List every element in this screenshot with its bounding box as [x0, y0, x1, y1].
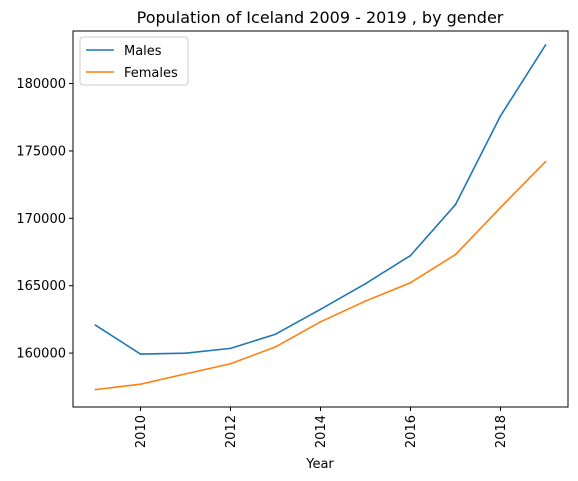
data-point-females	[184, 372, 187, 375]
x-axis-label: Year	[305, 457, 334, 472]
data-point-males	[184, 352, 187, 355]
data-point-males	[499, 115, 502, 117]
legend-label-females: Females	[124, 66, 178, 81]
data-point-females	[499, 206, 502, 209]
y-tick-label: 165000	[16, 279, 66, 294]
plot-frame	[72, 30, 569, 408]
data-point-males	[274, 333, 277, 336]
plot-lines	[94, 44, 547, 391]
data-point-males	[409, 254, 412, 257]
data-point-males	[229, 347, 232, 350]
data-point-males	[139, 353, 142, 355]
series-line-males	[95, 44, 547, 355]
data-point-females	[364, 300, 367, 302]
x-tick-label: 2010	[134, 415, 149, 448]
data-point-females	[229, 362, 232, 365]
x-tick-label: 2012	[224, 415, 239, 448]
chart-title: Population of Iceland 2009 - 2019 , by g…	[137, 8, 504, 27]
series-line-females	[95, 161, 547, 391]
data-point-females	[544, 160, 547, 163]
data-point-males	[319, 308, 322, 311]
data-point-males	[544, 44, 547, 46]
y-tick-label: 175000	[16, 144, 66, 159]
data-point-females	[139, 383, 142, 386]
data-point-females	[319, 320, 322, 323]
data-point-females	[94, 388, 97, 391]
y-tick-label: 180000	[16, 77, 66, 92]
legend-label-males: Males	[124, 44, 162, 59]
legend-box	[79, 36, 189, 86]
data-point-females	[409, 281, 412, 284]
data-point-females	[454, 253, 457, 256]
data-point-females	[274, 345, 277, 348]
y-tick-label: 160000	[16, 347, 66, 362]
x-tick-label: 2018	[494, 415, 509, 448]
y-tick-label: 170000	[16, 212, 66, 227]
y-axis-ticks: 160000 165000 170000 175000 180000	[16, 77, 73, 362]
data-point-males	[454, 203, 457, 206]
data-point-males	[94, 324, 97, 327]
x-tick-label: 2014	[314, 415, 329, 448]
x-axis-ticks: 2010 2012 2014 2016 2018	[134, 407, 509, 448]
data-point-males	[364, 282, 367, 285]
legend: Males Females	[79, 36, 189, 86]
x-tick-label: 2016	[404, 415, 419, 448]
